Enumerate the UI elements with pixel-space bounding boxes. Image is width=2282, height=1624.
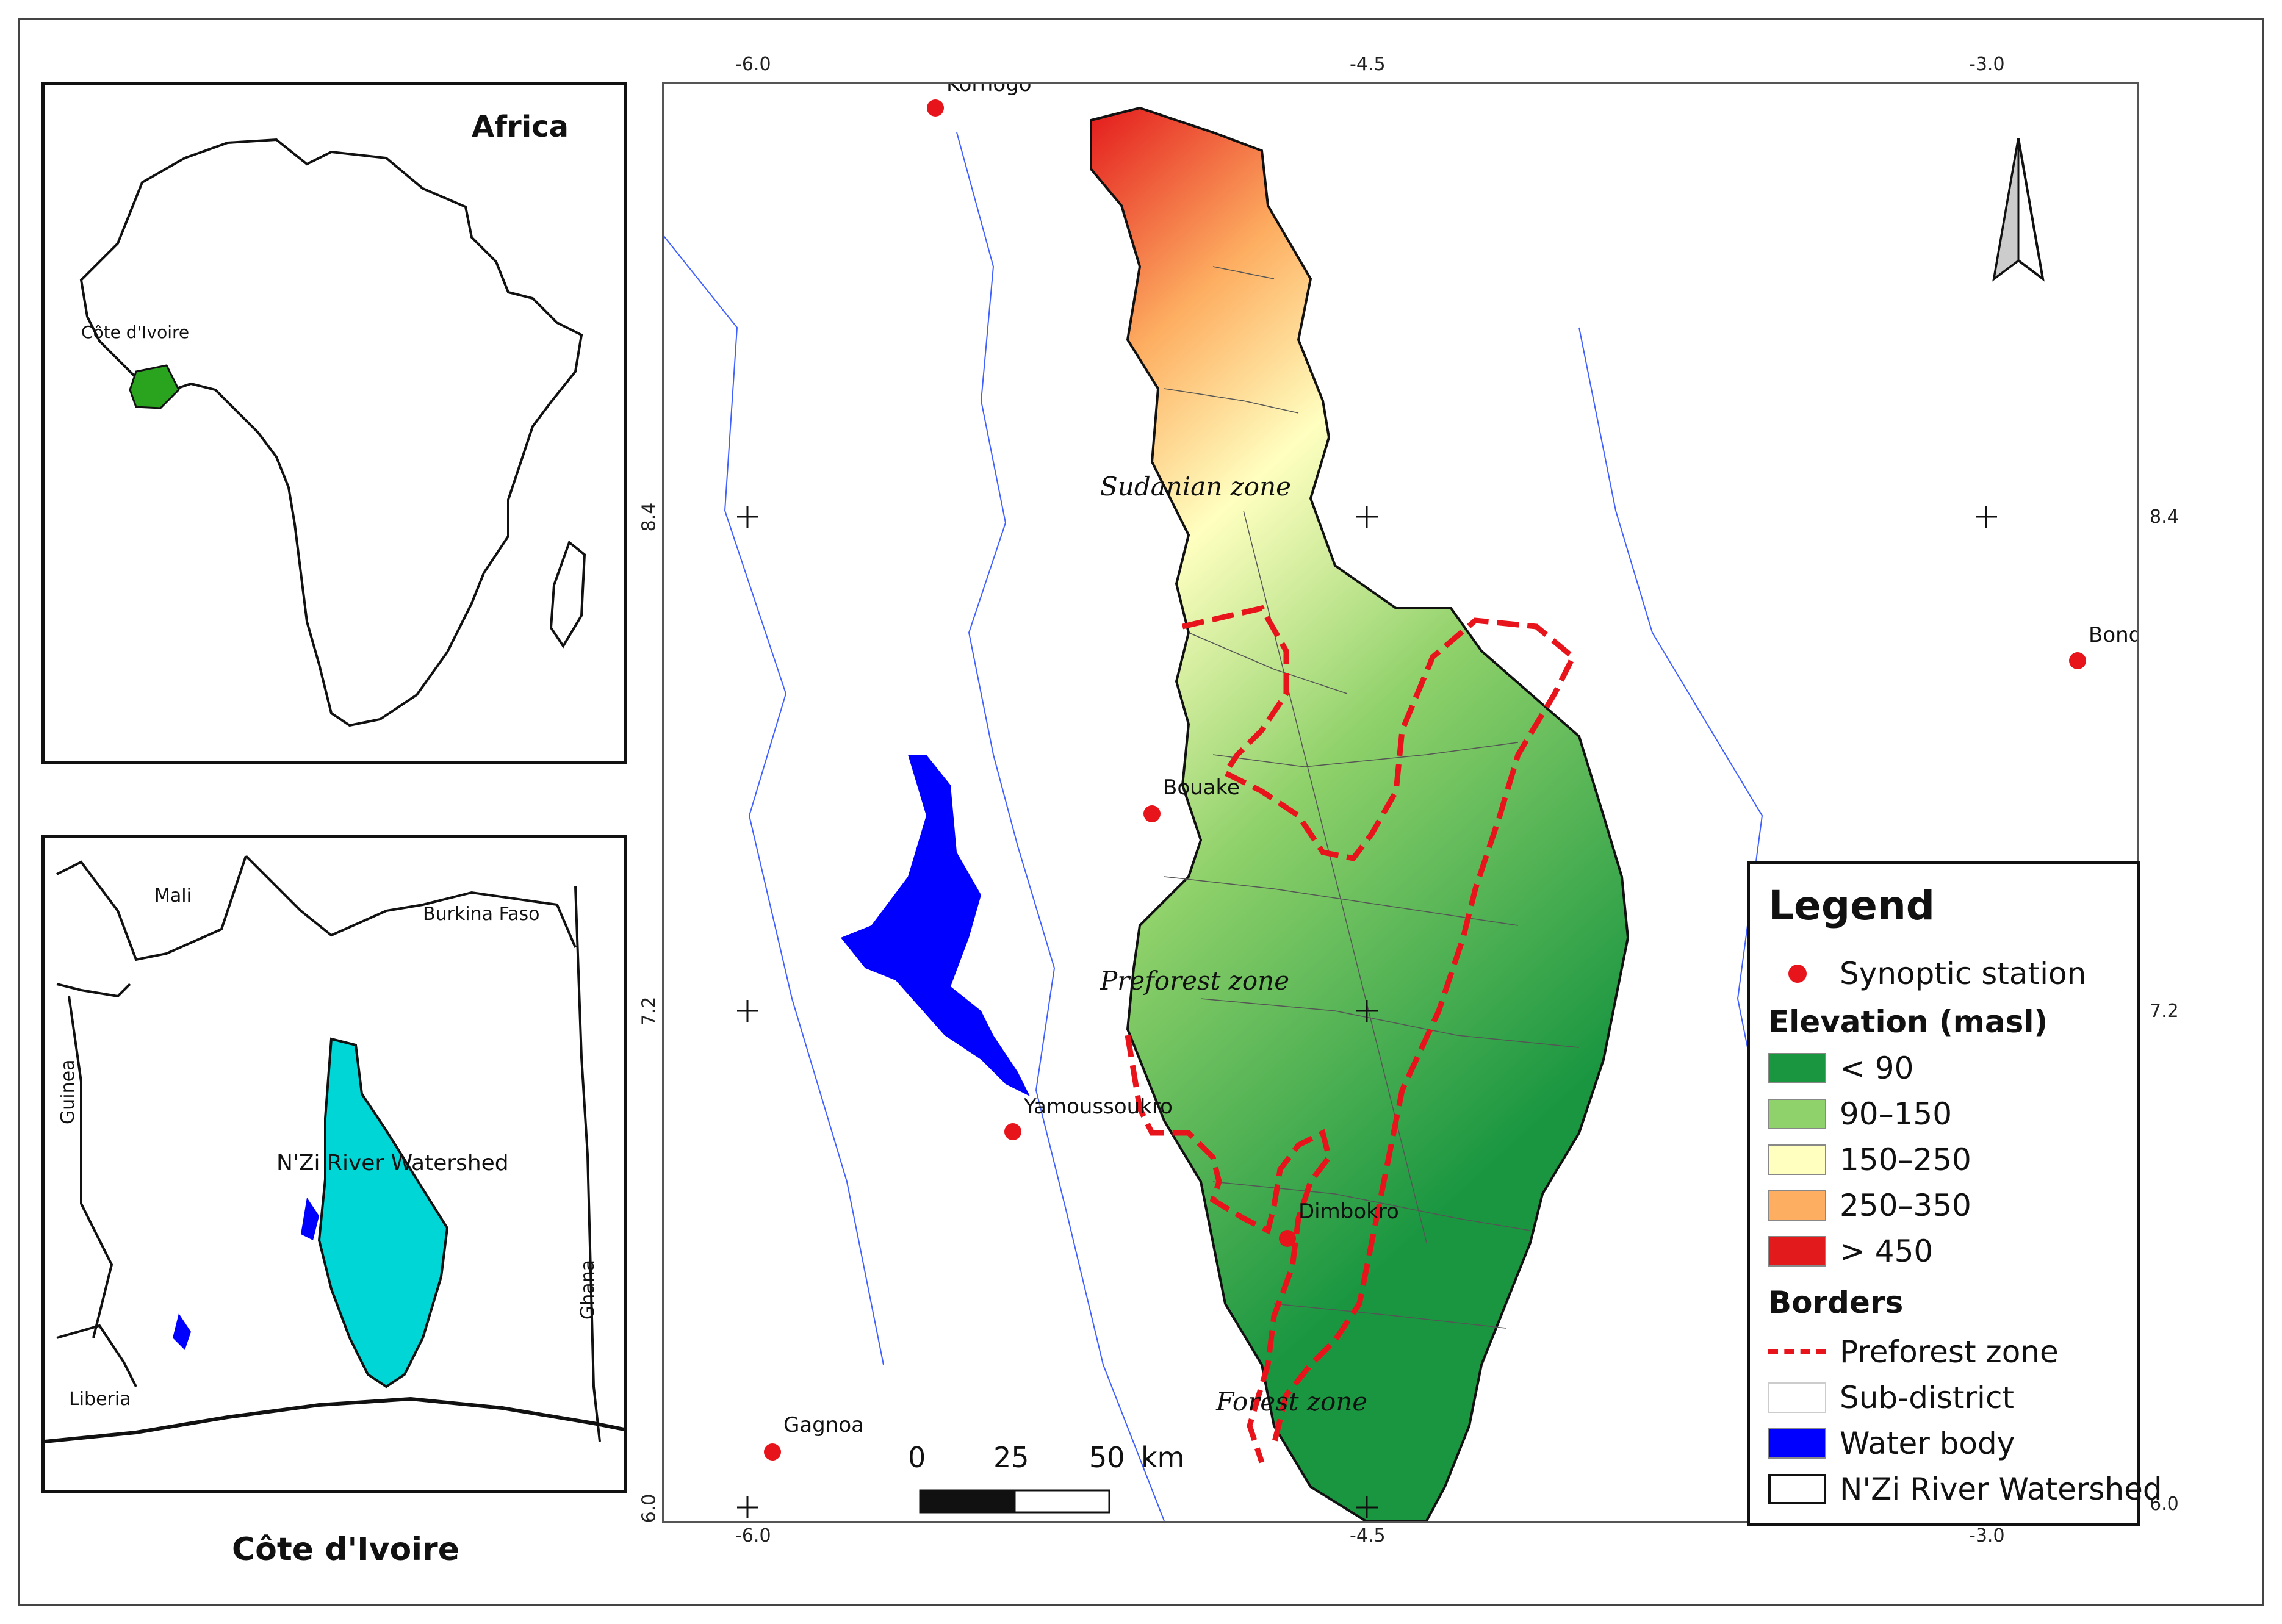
civ-inset: Mali Burkina Faso Guinea Liberia Ghana N…	[41, 835, 627, 1493]
elev-swatch-5	[1768, 1236, 1826, 1267]
station-dimbokro	[1279, 1230, 1296, 1247]
label-bouake: Bouake	[1163, 775, 1240, 800]
inset-label-burkina: Burkina Faso	[423, 904, 539, 925]
label-preforest-zone: Preforest zone	[1100, 966, 1289, 996]
tick-lat-left-3: 6.0	[638, 1493, 660, 1523]
watershed-swatch	[1768, 1474, 1826, 1504]
tick-lat-left-1: 8.4	[638, 502, 660, 532]
legend-borders-heading: Borders	[1768, 1285, 1904, 1320]
africa-outline	[79, 138, 583, 727]
inset-water-west	[173, 1313, 191, 1350]
station-bondoukou	[2069, 652, 2086, 669]
graticule-crosses	[737, 506, 1997, 1518]
tick-lon-top-1: -6.0	[735, 54, 771, 75]
inset-watershed	[317, 1037, 449, 1389]
legend-label-preforest: Preforest zone	[1840, 1334, 2059, 1370]
sub-district-swatch	[1768, 1382, 1826, 1413]
north-arrow	[1992, 138, 2045, 282]
legend-title: Legend	[1768, 882, 1935, 929]
label-forest-zone: Forest zone	[1215, 1387, 1367, 1417]
watershed-map: Korhogo Bouake Yamoussoukro Dimbokro Gag…	[664, 84, 2137, 1521]
elev-swatch-2	[1768, 1099, 1826, 1129]
africa-map: Africa Côte d'Ivoire	[79, 110, 586, 727]
africa-inset: Africa Côte d'Ivoire	[41, 82, 627, 764]
legend-label-water: Water body	[1840, 1426, 2015, 1461]
tick-lat-right-3: 6.0	[2150, 1493, 2179, 1515]
label-dimbokro: Dimbokro	[1298, 1199, 1399, 1224]
elev-swatch-3	[1768, 1144, 1826, 1175]
legend-row-watershed: N'Zi River Watershed	[1768, 1471, 2162, 1507]
civ-borders	[56, 855, 601, 1442]
civ-highlight	[129, 364, 180, 409]
legend-row-elev-2: 90–150	[1768, 1096, 1952, 1132]
lake-kossou-arm	[896, 980, 1030, 1096]
legend-row-elev-5: > 450	[1768, 1233, 1933, 1270]
elev-swatch-4	[1768, 1190, 1826, 1221]
station-gagnoa	[764, 1443, 781, 1461]
lake-kossou	[841, 755, 981, 999]
tick-lon-bottom-1: -6.0	[735, 1525, 771, 1547]
tick-lon-bottom-3: -3.0	[1969, 1525, 2005, 1547]
station-dot-icon	[1768, 965, 1826, 983]
legend-label-watershed: N'Zi River Watershed	[1840, 1471, 2162, 1507]
legend-label-elev-3: 150–250	[1840, 1142, 1971, 1177]
legend: Legend Synoptic station Elevation (masl)…	[1747, 861, 2162, 1526]
inset-label-mali: Mali	[154, 885, 192, 907]
water-swatch	[1768, 1428, 1826, 1459]
river-bandama	[956, 132, 1165, 1521]
inset-label-guinea: Guinea	[57, 1060, 79, 1124]
label-sudanian-zone: Sudanian zone	[1100, 472, 1291, 501]
label-gagnoa: Gagnoa	[783, 1413, 864, 1437]
inset-label-liberia: Liberia	[69, 1389, 131, 1410]
legend-label-elev-5: > 450	[1840, 1234, 1934, 1269]
sub-district-lines	[1164, 266, 1580, 1329]
scale-unit: km	[1141, 1441, 1185, 1474]
tick-lat-right-1: 8.4	[2150, 506, 2179, 528]
legend-row-elev-4: 250–350	[1768, 1187, 1971, 1224]
tick-lon-top-2: -4.5	[1350, 54, 1386, 75]
label-yamoussoukro: Yamoussoukro	[1023, 1094, 1173, 1119]
madagascar-outline	[549, 540, 586, 649]
tick-lat-right-2: 7.2	[2150, 1001, 2179, 1022]
civ-coast	[45, 1396, 624, 1443]
scale-label-0: 0	[908, 1441, 926, 1474]
dashed-line-icon	[1768, 1337, 1826, 1367]
legend-row-subdistrict: Sub-district	[1768, 1379, 2014, 1416]
tick-lon-bottom-2: -4.5	[1350, 1525, 1386, 1547]
inset-lake-kossou	[301, 1198, 319, 1240]
preforest-border-south	[1125, 1035, 1332, 1464]
legend-row-station: Synoptic station	[1768, 955, 2086, 992]
station-yamoussoukro	[1004, 1123, 1021, 1140]
label-bondoukou: Bond	[2089, 623, 2137, 647]
scale-label-25: 25	[993, 1441, 1029, 1474]
label-korhogo: Korhogo	[946, 84, 1032, 96]
legend-label-subdistrict: Sub-district	[1840, 1380, 2015, 1415]
river-west	[664, 235, 884, 1365]
civ-map: Mali Burkina Faso Guinea Liberia Ghana N…	[45, 855, 624, 1443]
tick-lat-left-2: 7.2	[638, 996, 660, 1026]
legend-label-elev-2: 90–150	[1840, 1096, 1953, 1132]
legend-row-elev-3: 150–250	[1768, 1141, 1971, 1178]
legend-row-preforest: Preforest zone	[1768, 1334, 2059, 1370]
station-korhogo	[927, 99, 944, 117]
legend-label-elev-1: < 90	[1840, 1051, 1914, 1086]
tick-lon-top-3: -3.0	[1969, 54, 2005, 75]
africa-civ-label: Côte d'Ivoire	[81, 322, 189, 342]
elev-swatch-1	[1768, 1053, 1826, 1083]
scale-label-50: 50	[1089, 1441, 1125, 1474]
inset-watershed-label: N'Zi River Watershed	[276, 1151, 509, 1176]
africa-title: Africa	[472, 110, 569, 144]
preforest-border-north	[1181, 605, 1577, 1445]
legend-row-water: Water body	[1768, 1425, 2015, 1462]
scale-bar	[919, 1489, 1110, 1514]
legend-elevation-heading: Elevation (masl)	[1768, 1004, 2048, 1040]
legend-label-elev-4: 250–350	[1840, 1188, 1971, 1223]
civ-caption: Côte d'Ivoire	[232, 1531, 459, 1568]
inset-label-ghana: Ghana	[577, 1260, 599, 1320]
watershed-elevation	[1090, 106, 1630, 1521]
legend-row-elev-1: < 90	[1768, 1050, 1913, 1087]
station-bouake	[1143, 805, 1161, 822]
figure-frame	[18, 18, 2264, 1606]
legend-label-station: Synoptic station	[1840, 956, 2087, 991]
